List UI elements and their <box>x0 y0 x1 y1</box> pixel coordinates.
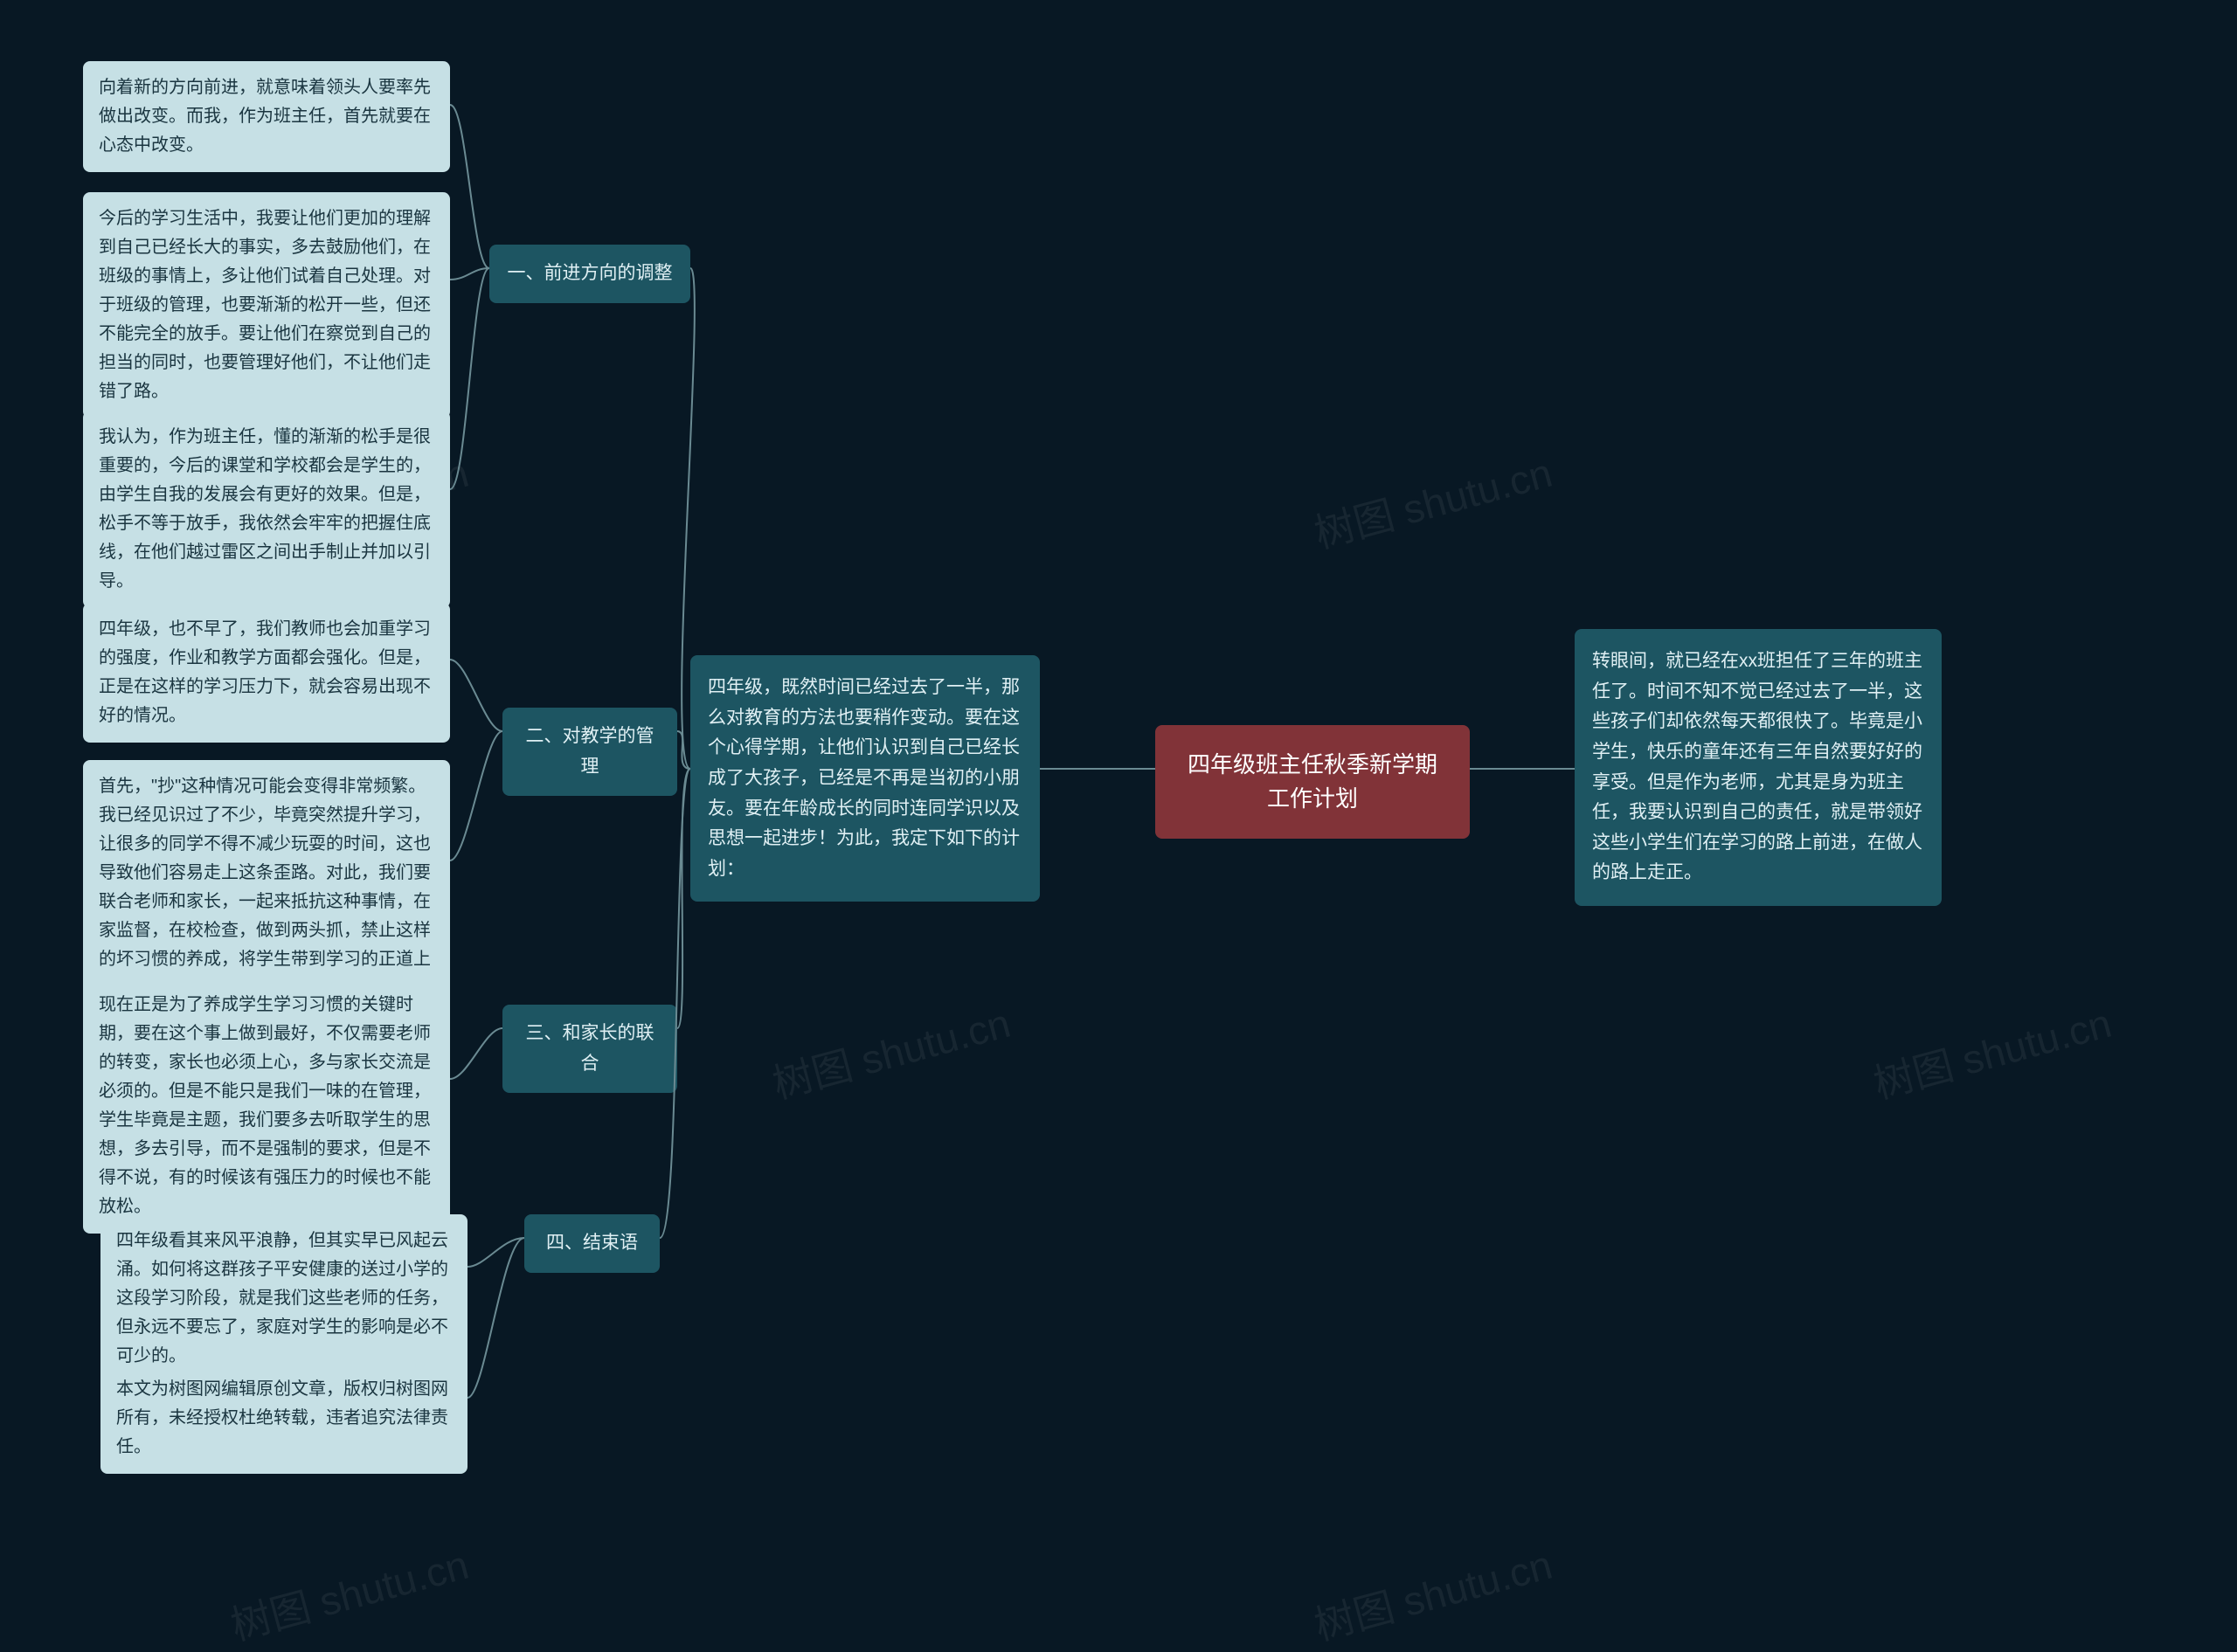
leaf-s2-2[interactable]: 首先，"抄"这种情况可能会变得非常频繁。我已经见识过了不少，毕竟突然提升学习，让… <box>83 760 450 1015</box>
leaf-s1-2[interactable]: 今后的学习生活中，我要让他们更加的理解到自己已经长大的事实，多去鼓励他们，在班级… <box>83 192 450 418</box>
leaf-s4-1[interactable]: 四年级看其来风平浪静，但其实早已风起云涌。如何将这群孩子平安健康的送过小学的这段… <box>100 1214 467 1383</box>
watermark: 树图 shutu.cn <box>1307 441 1557 560</box>
section-3[interactable]: 三、和家长的联合 <box>502 1005 677 1093</box>
leaf-s4-2[interactable]: 本文为树图网编辑原创文章，版权归树图网所有，未经授权杜绝转载，违者追究法律责任。 <box>100 1363 467 1474</box>
section-1[interactable]: 一、前进方向的调整 <box>489 245 690 303</box>
watermark: 树图 shutu.cn <box>224 1533 474 1652</box>
left-main-node[interactable]: 四年级，既然时间已经过去了一半，那么对教育的方法也要稍作变动。要在这个心得学期，… <box>690 655 1040 902</box>
section-4[interactable]: 四、结束语 <box>524 1214 660 1273</box>
leaf-s2-1[interactable]: 四年级，也不早了，我们教师也会加重学习的强度，作业和教学方面都会强化。但是，正是… <box>83 603 450 743</box>
watermark: 树图 shutu.cn <box>1307 1533 1557 1652</box>
section-2[interactable]: 二、对教学的管理 <box>502 708 677 796</box>
leaf-s1-1[interactable]: 向着新的方向前进，就意味着领头人要率先做出改变。而我，作为班主任，首先就要在心态… <box>83 61 450 172</box>
leaf-s1-3[interactable]: 我认为，作为班主任，懂的渐渐的松手是很重要的，今后的课堂和学校都会是学生的，由学… <box>83 411 450 608</box>
leaf-s3-1[interactable]: 现在正是为了养成学生学习习惯的关键时期，要在这个事上做到最好，不仅需要老师的转变… <box>83 978 450 1234</box>
watermark: 树图 shutu.cn <box>1866 992 2116 1110</box>
root-node[interactable]: 四年级班主任秋季新学期工作计划 <box>1155 725 1470 839</box>
watermark: 树图 shutu.cn <box>765 992 1015 1110</box>
right-intro-node[interactable]: 转眼间，就已经在xx班担任了三年的班主任了。时间不知不觉已经过去了一半，这些孩子… <box>1575 629 1942 906</box>
